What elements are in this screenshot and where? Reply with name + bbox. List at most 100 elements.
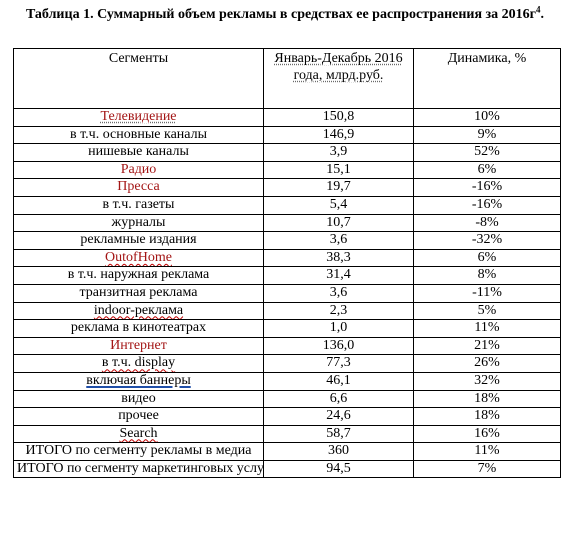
segment-label: в т.ч. display	[101, 355, 176, 371]
advertising-volume-table: Сегменты Январь-Декабрь 2016 года, млрд.…	[13, 48, 561, 479]
dynamics-cell: 6%	[413, 248, 561, 268]
segment-cell: нишевые каналы	[13, 143, 264, 162]
dynamics-cell: -32%	[413, 231, 561, 250]
volume-cell: 46,1	[263, 371, 414, 391]
volume-cell: 3,6	[263, 231, 414, 250]
dynamics-cell: 32%	[413, 371, 561, 391]
table-row: нишевые каналы 3,9 52%	[13, 143, 561, 162]
total-row-marketing: ИТОГО по сегменту маркетинговых услуг 94…	[13, 459, 561, 479]
volume-cell: 2,3	[263, 301, 414, 321]
segment-cell: журналы	[13, 213, 264, 233]
total-segment-cell: ИТОГО по сегменту рекламы в медиа	[13, 442, 264, 461]
volume-cell: 31,4	[263, 266, 414, 285]
volume-cell: 77,3	[263, 354, 414, 373]
segment-label: включая баннеры	[86, 372, 191, 388]
segment-cell: Телевидение	[13, 108, 264, 127]
table-row: прочее 24,6 18%	[13, 407, 561, 426]
volume-cell: 3,6	[263, 283, 414, 303]
segment-cell: прочее	[13, 407, 264, 426]
table-row: Телевидение 150,8 10%	[13, 108, 561, 127]
segment-cell: Пресса	[13, 178, 264, 197]
table-row: в т.ч. display 77,3 26%	[13, 354, 561, 373]
volume-cell: 24,6	[263, 407, 414, 426]
dynamics-cell: 6%	[413, 160, 561, 180]
table-row: транзитная реклама 3,6 -11%	[13, 283, 561, 303]
dynamics-cell: 16%	[413, 424, 561, 444]
dynamics-cell: 5%	[413, 301, 561, 321]
table-row: indoor-реклама 2,3 5%	[13, 301, 561, 321]
table-row: рекламные издания 3,6 -32%	[13, 231, 561, 250]
dynamics-cell: 26%	[413, 354, 561, 373]
table-row: реклама в кинотеатрах 1,0 11%	[13, 319, 561, 338]
dynamics-cell: 18%	[413, 407, 561, 426]
segment-label: indoor-реклама	[93, 302, 184, 318]
table-row: включая баннеры 46,1 32%	[13, 371, 561, 391]
segment-cell: в т.ч. основные каналы	[13, 125, 264, 145]
dynamics-cell: 8%	[413, 266, 561, 285]
dynamics-cell: -16%	[413, 195, 561, 215]
table-row: Интернет 136,0 21%	[13, 336, 561, 356]
dynamics-cell: 21%	[413, 336, 561, 356]
table-row: Search 58,7 16%	[13, 424, 561, 444]
dynamics-cell: 10%	[413, 108, 561, 127]
segment-cell: OutofHome	[13, 248, 264, 268]
segment-label: OutofHome	[105, 249, 172, 265]
segment-cell: рекламные издания	[13, 231, 264, 250]
table-row: журналы 10,7 -8%	[13, 213, 561, 233]
caption-text: Таблица 1. Суммарный объем рекламы в сре…	[25, 7, 537, 22]
volume-cell: 136,0	[263, 336, 414, 356]
dynamics-cell: -8%	[413, 213, 561, 233]
total-dynamics-cell: 11%	[413, 442, 561, 461]
total-dynamics-cell: 7%	[413, 459, 561, 479]
header-segments: Сегменты	[13, 48, 264, 109]
dynamics-cell: -16%	[413, 178, 561, 197]
header-row: Сегменты Январь-Декабрь 2016 года, млрд.…	[13, 48, 561, 109]
segment-label: Пресса	[117, 179, 160, 195]
dynamics-cell: 11%	[413, 319, 561, 338]
volume-cell: 15,1	[263, 160, 414, 180]
segment-cell: видео	[13, 389, 264, 409]
volume-cell: 150,8	[263, 108, 414, 127]
segment-cell: в т.ч. газеты	[13, 195, 264, 215]
total-segment-cell: ИТОГО по сегменту маркетинговых услуг	[13, 459, 264, 479]
volume-cell: 6,6	[263, 389, 414, 409]
table-row: в т.ч. газеты 5,4 -16%	[13, 195, 561, 215]
header-volume-label: Январь-Декабрь 2016 года, млрд.руб.	[274, 51, 403, 83]
volume-cell: 19,7	[263, 178, 414, 197]
table-row: Пресса 19,7 -16%	[13, 178, 561, 197]
segment-cell: включая баннеры	[13, 371, 264, 391]
volume-cell: 146,9	[263, 125, 414, 145]
volume-cell: 38,3	[263, 248, 414, 268]
dynamics-cell: -11%	[413, 283, 561, 303]
segment-cell: в т.ч. наружная реклама	[13, 266, 264, 285]
table-row: в т.ч. наружная реклама 31,4 8%	[13, 266, 561, 285]
footnote-mark: 4	[536, 4, 541, 15]
segment-cell: в т.ч. display	[13, 354, 264, 373]
table-caption: Таблица 1. Суммарный объем рекламы в сре…	[0, 4, 570, 23]
segment-label: Радио	[120, 161, 157, 177]
segment-cell: Интернет	[13, 336, 264, 356]
total-volume-cell: 360	[263, 442, 414, 461]
segment-cell: транзитная реклама	[13, 283, 264, 303]
total-volume-cell: 94,5	[263, 459, 414, 479]
segment-label: Search	[119, 425, 158, 441]
segment-label: Интернет	[110, 337, 167, 353]
segment-cell: Радио	[13, 160, 264, 180]
segment-cell: indoor-реклама	[13, 301, 264, 321]
table-row: Радио 15,1 6%	[13, 160, 561, 180]
volume-cell: 5,4	[263, 195, 414, 215]
dynamics-cell: 9%	[413, 125, 561, 145]
dynamics-cell: 52%	[413, 143, 561, 162]
volume-cell: 58,7	[263, 424, 414, 444]
segment-cell: Search	[13, 424, 264, 444]
volume-cell: 1,0	[263, 319, 414, 338]
volume-cell: 10,7	[263, 213, 414, 233]
total-row-media: ИТОГО по сегменту рекламы в медиа 360 11…	[13, 442, 561, 461]
segment-cell: реклама в кинотеатрах	[13, 319, 264, 338]
table-row: в т.ч. основные каналы 146,9 9%	[13, 125, 561, 145]
segment-label: Телевидение	[100, 109, 177, 124]
volume-cell: 3,9	[263, 143, 414, 162]
caption-period: .	[540, 7, 545, 22]
table-row: видео 6,6 18%	[13, 389, 561, 409]
header-dynamics: Динамика, %	[413, 48, 561, 109]
